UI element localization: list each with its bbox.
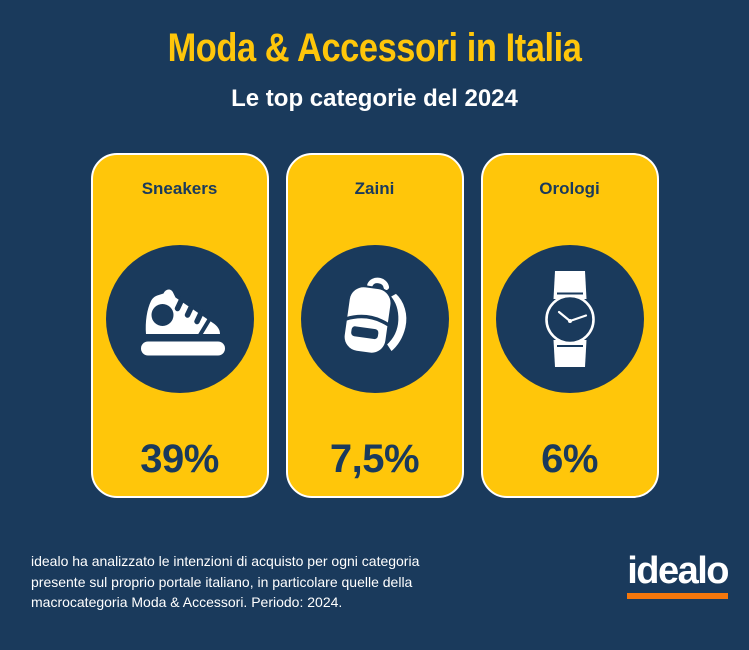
card-value: 39%: [140, 437, 219, 481]
category-cards: Sneakers 39% Zaini: [0, 153, 749, 498]
icon-circle: [495, 245, 644, 393]
card-orologi: Orologi 6%: [480, 153, 659, 498]
idealo-logo-text: idealo: [627, 550, 729, 592]
backpack-icon: [342, 277, 408, 355]
icon-circle: [300, 245, 449, 393]
idealo-logo-underline: [627, 593, 728, 599]
sneaker-icon: [140, 289, 225, 356]
card-label: Zaini: [354, 179, 395, 198]
icon-circle: [105, 245, 254, 393]
card-value: 6%: [541, 437, 598, 481]
footnote-line: presente sul proprio portale italiano, i…: [31, 573, 413, 590]
footnote-line: idealo ha analizzato le intenzioni di ac…: [31, 553, 420, 569]
page-subtitle: Le top categorie del 2024: [231, 85, 518, 112]
card-label: Sneakers: [141, 179, 218, 198]
idealo-logo: idealo: [627, 550, 729, 599]
footnote: idealo ha analizzato le intenzioni di ac…: [31, 551, 419, 613]
page-title: Moda & Accessori in Italia: [167, 26, 582, 70]
card-label: Orologi: [539, 179, 600, 198]
footnote-line: macrocategoria Moda & Accessori. Periodo…: [31, 594, 343, 610]
watch-icon: [544, 271, 595, 367]
card-sneakers: Sneakers 39%: [90, 153, 269, 498]
card-zaini: Zaini 7,5%: [285, 153, 464, 498]
card-value: 7,5%: [329, 437, 420, 481]
